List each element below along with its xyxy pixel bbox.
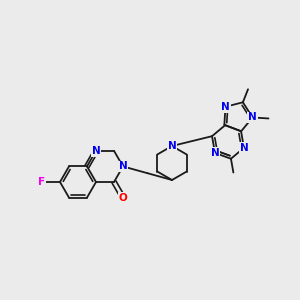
Text: N: N: [92, 146, 100, 156]
Text: O: O: [118, 193, 127, 202]
Text: N: N: [211, 148, 219, 158]
Text: N: N: [168, 141, 176, 151]
Text: N: N: [240, 143, 248, 153]
Text: F: F: [38, 177, 46, 187]
Text: N: N: [221, 102, 230, 112]
Text: N: N: [248, 112, 257, 122]
Text: N: N: [118, 161, 127, 171]
